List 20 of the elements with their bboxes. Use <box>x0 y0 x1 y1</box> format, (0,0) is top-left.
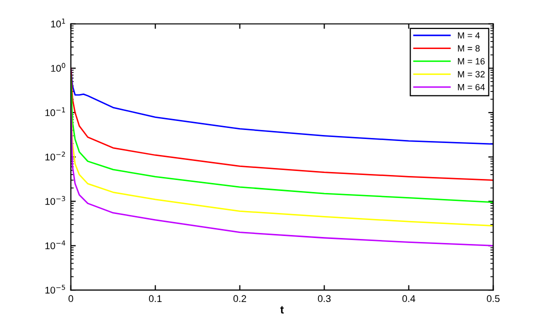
x-tick-label: 0.3 <box>318 295 331 302</box>
y-tick-label: 10$^{−3}$ <box>45 196 66 205</box>
x-tick-label: 0.1 <box>148 295 162 302</box>
legend-label: M = 16 <box>458 58 485 64</box>
x-axis-title: t <box>280 306 284 314</box>
y-tick-label: 10$^{−5}$ <box>45 284 66 294</box>
y-tick-label: 10$^{−1}$ <box>45 107 66 116</box>
legend-label: M = 64 <box>458 84 485 90</box>
x-tick-label: 0 <box>68 295 74 302</box>
legend-label: M = 8 <box>458 45 480 52</box>
y-tick-label: 10$^{1}$ <box>51 18 66 28</box>
y-tick-label: 10$^{0}$ <box>51 62 66 72</box>
x-tick-label: 0.4 <box>402 295 416 302</box>
legend-label: M = 32 <box>458 71 485 78</box>
x-tick-label: 0.2 <box>233 295 246 302</box>
x-tick-label: 0.5 <box>486 295 500 302</box>
y-tick-label: 10$^{−2}$ <box>45 152 65 161</box>
legend-label: M = 4 <box>458 32 480 39</box>
y-tick-label: 10$^{−4}$ <box>45 240 66 250</box>
line-series <box>70 68 494 145</box>
